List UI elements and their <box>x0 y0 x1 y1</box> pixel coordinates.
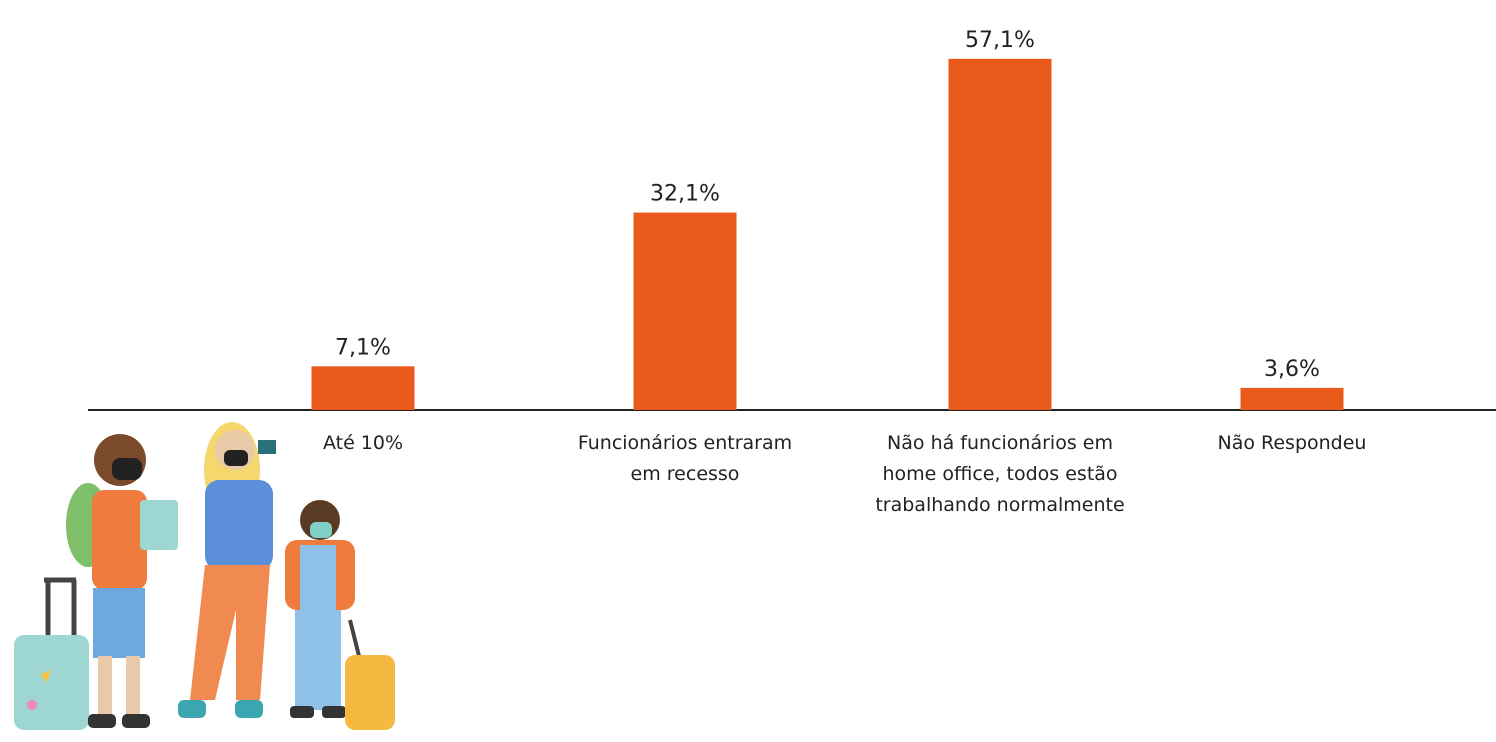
value-label: 3,6% <box>1264 357 1320 382</box>
value-label: 57,1% <box>965 28 1035 53</box>
bar <box>1240 387 1344 410</box>
category-label: Não Respondeu <box>1217 432 1367 454</box>
bar <box>948 58 1052 411</box>
travelers-illustration <box>14 422 395 730</box>
bar <box>633 212 737 410</box>
bar <box>311 366 415 410</box>
category-label: Não há funcionários em home office, todo… <box>875 432 1125 516</box>
value-label: 7,1% <box>335 335 391 360</box>
category-label: Funcionários entraram em recesso <box>577 432 793 485</box>
category-label: Até 10% <box>322 432 404 454</box>
value-label: 32,1% <box>650 182 720 207</box>
